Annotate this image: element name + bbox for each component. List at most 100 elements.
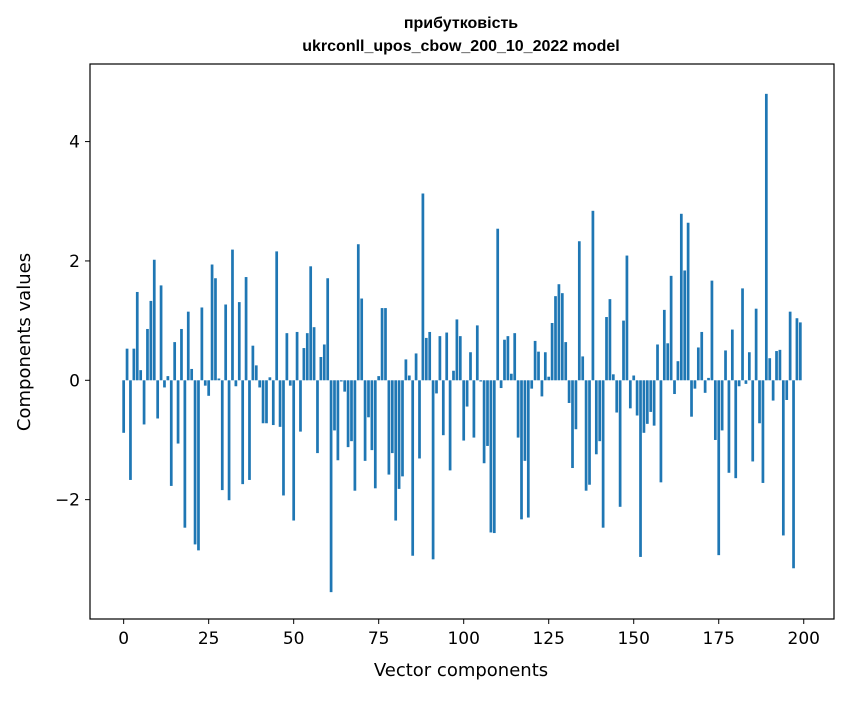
bar: [686, 222, 690, 381]
x-tick-label: 150: [617, 629, 649, 649]
bar: [333, 380, 336, 431]
bar: [356, 244, 360, 381]
bar: [676, 361, 680, 381]
x-tick-label: 0: [118, 629, 129, 649]
x-tick-label: 200: [788, 629, 820, 649]
bar: [407, 375, 411, 381]
bar: [163, 380, 166, 388]
bar: [713, 380, 717, 440]
bar: [717, 380, 721, 556]
bar: [197, 380, 200, 551]
bar: [186, 311, 190, 381]
bar: [492, 380, 496, 534]
bar: [435, 380, 438, 394]
bar: [254, 365, 258, 381]
bar: [292, 380, 296, 521]
bar: [744, 380, 748, 384]
bar: [367, 380, 370, 418]
bar: [499, 380, 503, 389]
bar: [322, 344, 326, 381]
bar: [540, 380, 544, 397]
bar: [577, 241, 581, 381]
bar: [380, 308, 384, 381]
bar: [122, 380, 126, 433]
bar: [632, 375, 636, 381]
bar: [666, 343, 670, 381]
bar: [173, 342, 177, 381]
bar: [516, 380, 520, 438]
bar: [669, 275, 673, 381]
bar: [387, 380, 391, 475]
bar: [336, 380, 340, 461]
bar: [251, 345, 255, 381]
bar: [758, 380, 761, 424]
bar: [176, 380, 180, 444]
bar: [574, 380, 578, 430]
bar: [761, 380, 765, 483]
bar: [771, 380, 775, 401]
bar: [785, 380, 789, 400]
bar: [200, 307, 204, 381]
x-tick-label: 175: [703, 629, 735, 649]
bar: [370, 380, 374, 451]
bar: [537, 351, 540, 381]
bar: [156, 380, 160, 419]
bar: [560, 293, 564, 381]
bar: [139, 370, 143, 381]
bar: [455, 319, 459, 381]
bar: [584, 380, 588, 491]
bar: [418, 380, 421, 459]
bar: [231, 249, 234, 381]
bar: [564, 342, 568, 381]
bar: [788, 311, 792, 381]
plot-frame: [89, 63, 835, 620]
bar: [248, 380, 251, 480]
bar: [319, 357, 323, 381]
bar: [598, 380, 602, 442]
bar: [146, 328, 149, 381]
bar: [424, 337, 428, 381]
bar: [645, 380, 649, 424]
bar: [737, 380, 741, 387]
bar: [727, 380, 731, 473]
bar: [611, 374, 615, 381]
bar: [642, 380, 646, 433]
bar: [479, 380, 483, 382]
bar: [734, 380, 738, 479]
bar: [506, 336, 510, 381]
bar: [720, 380, 724, 431]
bar: [581, 356, 585, 381]
bar: [394, 380, 398, 521]
bar: [523, 380, 527, 461]
bar: [207, 380, 211, 396]
bar: [656, 344, 659, 381]
bar: [594, 380, 598, 455]
bar: [421, 193, 425, 381]
bar: [428, 331, 432, 381]
bar: [543, 352, 547, 381]
bar: [679, 213, 683, 381]
bar: [482, 380, 486, 464]
bar: [673, 380, 676, 395]
bar: [302, 348, 306, 381]
bar: [635, 380, 639, 416]
bar: [217, 378, 221, 381]
bar: [169, 380, 173, 486]
bar: [591, 210, 595, 381]
bar: [452, 370, 455, 381]
bar: [285, 333, 289, 381]
bar: [530, 380, 534, 389]
bar: [316, 380, 319, 454]
y-tick-label: 2: [69, 252, 80, 272]
bar: [690, 380, 693, 417]
bar: [149, 300, 153, 381]
bar: [567, 380, 571, 403]
x-tick-label: 25: [198, 629, 220, 649]
bar: [571, 380, 574, 469]
bar: [214, 278, 217, 381]
bar: [261, 380, 265, 424]
bar: [152, 259, 156, 381]
bar: [707, 377, 710, 381]
bar: [775, 351, 778, 381]
bar: [662, 309, 666, 381]
